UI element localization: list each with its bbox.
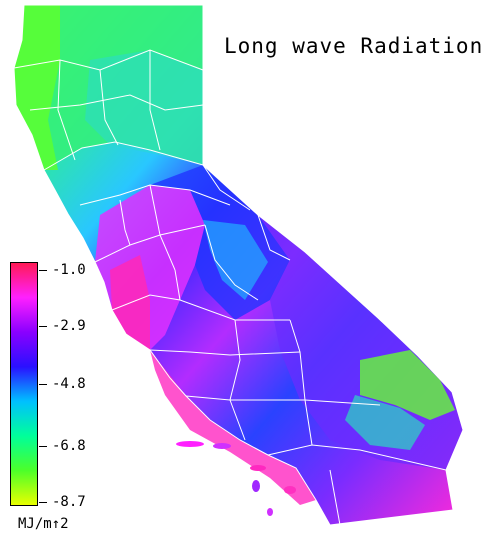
legend-tick-label: -1.0	[52, 262, 86, 278]
state-border	[13, 4, 464, 526]
legend-tick-label: -6.8	[52, 438, 86, 454]
legend-tick	[39, 502, 47, 503]
legend-tick	[39, 326, 47, 327]
sierra-cyan-strip	[203, 220, 268, 300]
legend-tick-label: -4.8	[52, 376, 86, 392]
north-coast-region	[14, 5, 60, 170]
north-interior-cyan	[85, 50, 203, 165]
south-coast-region	[150, 350, 316, 505]
legend-tick-label: -8.7	[52, 494, 86, 510]
legend-tick	[39, 446, 47, 447]
legend-tick	[39, 270, 47, 271]
legend-units: MJ/m↑2	[18, 516, 69, 532]
map-title: Long wave Radiation	[224, 34, 484, 58]
legend-tick-label: -2.9	[52, 318, 86, 334]
legend-tick	[39, 384, 47, 385]
desert-cyan-patch	[345, 395, 425, 450]
color-scale-bar	[10, 262, 38, 506]
county-borders	[13, 4, 447, 526]
desert-green-patch	[360, 350, 455, 420]
channel-islands	[176, 441, 296, 516]
